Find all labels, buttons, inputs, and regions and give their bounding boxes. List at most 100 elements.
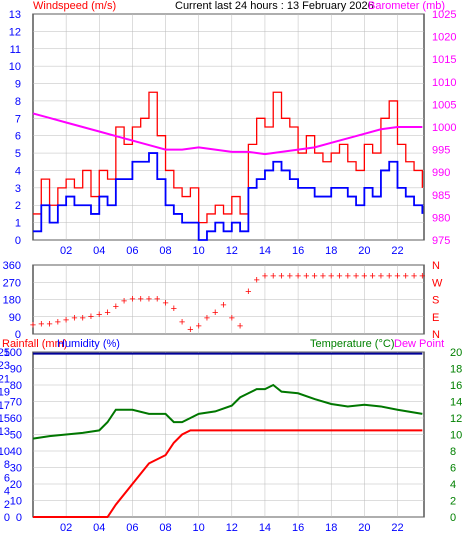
direction-point: +	[38, 318, 44, 330]
barometer-tick-label: 980	[432, 212, 450, 224]
wind-time-tick-label: 16	[292, 245, 304, 257]
rainfall-tick-label: 15	[0, 413, 10, 425]
humidity-tick-label: 30	[10, 463, 22, 475]
gust-series-line	[33, 91, 423, 224]
direction-point: +	[121, 295, 127, 307]
direction-point: +	[361, 271, 367, 283]
direction-point: +	[137, 294, 143, 306]
temperature-series-line	[32, 383, 423, 440]
temp-time-tick-label: 12	[226, 522, 238, 534]
wind-time-tick-label: 18	[325, 245, 337, 257]
direction-point: +	[187, 324, 193, 336]
barometer-tick-label: 1015	[432, 54, 456, 66]
barometer-tick-label: 1020	[432, 32, 456, 44]
direction-degree-label: 0	[15, 329, 21, 341]
rainfall-tick-label: 6	[4, 472, 10, 484]
temp-gridlines	[33, 351, 424, 518]
direction-gridlines	[33, 264, 424, 335]
direction-point: +	[229, 313, 235, 325]
temperature-tick-label: 8	[450, 446, 456, 458]
direction-compass-label: W	[432, 277, 443, 289]
temp-time-tick-label: 10	[193, 522, 205, 534]
windspeed-tick-label: 1	[15, 218, 21, 230]
direction-degree-labels: 0 90 180 270 360	[3, 260, 21, 341]
humidity-axis-title: Humidity (%)	[57, 338, 120, 350]
windspeed-tick-label: 4	[15, 165, 21, 177]
temp-series	[32, 352, 423, 518]
humidity-tick-label: 100	[4, 347, 22, 359]
rainfall-tick-label: 10	[0, 446, 10, 458]
temperature-tick-label: 4	[450, 479, 456, 491]
direction-compass-label: E	[432, 312, 439, 324]
direction-point: +	[63, 315, 69, 327]
barometer-axis-title: Barometer (mb)	[368, 0, 445, 12]
direction-point: +	[394, 271, 400, 283]
direction-point: +	[129, 294, 135, 306]
humidity-tick-label: 10	[10, 496, 22, 508]
direction-point: +	[179, 317, 185, 329]
temp-time-tick-label: 16	[292, 522, 304, 534]
windspeed-tick-label: 0	[15, 235, 21, 247]
temp-time-tick-label: 18	[325, 522, 337, 534]
direction-point: +	[253, 274, 259, 286]
direction-point: +	[46, 318, 52, 330]
direction-point: +	[411, 271, 417, 283]
direction-point: +	[30, 319, 36, 331]
direction-point: +	[345, 271, 351, 283]
temp-time-tick-label: 02	[60, 522, 72, 534]
direction-point: +	[162, 297, 168, 309]
direction-point: +	[369, 271, 375, 283]
temp-time-tick-label: 14	[259, 522, 271, 534]
direction-point: +	[378, 271, 384, 283]
humidity-tick-label: 20	[10, 479, 22, 491]
barometer-tick-label: 985	[432, 190, 450, 202]
temperature-axis-title: Temperature (°C)	[310, 338, 394, 350]
barometer-tick-label: 1000	[432, 122, 456, 134]
windspeed-tick-label: 8	[15, 96, 21, 108]
direction-point: +	[237, 320, 243, 332]
rainfall-series-line	[33, 429, 423, 518]
direction-point: +	[403, 271, 409, 283]
wind-time-tick-label: 22	[391, 245, 403, 257]
windspeed-tick-label: 10	[9, 61, 21, 73]
windspeed-tick-label: 2	[15, 200, 21, 212]
humidity-tick-label: 60	[10, 413, 22, 425]
direction-point: +	[336, 271, 342, 283]
temperature-tick-label: 10	[450, 430, 462, 442]
direction-degree-label: 90	[9, 312, 21, 324]
direction-point: +	[320, 271, 326, 283]
windspeed-tick-label: 12	[9, 26, 21, 38]
rainfall-tick-label: 25	[0, 347, 10, 359]
windspeed-tick-label: 11	[10, 44, 21, 56]
direction-point: +	[386, 271, 392, 283]
humidity-tick-label: 50	[10, 430, 22, 442]
direction-point: +	[245, 286, 251, 298]
temperature-tick-label: 2	[450, 496, 456, 508]
direction-point: +	[287, 271, 293, 283]
direction-compass-label: N	[432, 329, 440, 341]
rainfall-tick-label: 23	[0, 360, 10, 372]
wind-series	[32, 91, 424, 241]
wind-time-tick-label: 20	[358, 245, 370, 257]
temp-time-tick-label: 08	[159, 522, 171, 534]
direction-point: +	[104, 307, 110, 319]
direction-point: +	[55, 317, 61, 329]
direction-point: +	[171, 303, 177, 315]
direction-point: +	[270, 271, 276, 283]
windspeed-tick-label: 7	[15, 113, 21, 125]
barometer-tick-label: 1025	[432, 9, 456, 21]
rainfall-tick-label: 4	[4, 486, 10, 498]
direction-point: +	[353, 271, 359, 283]
wind-time-tick-label: 10	[193, 245, 205, 257]
rainfall-axis-title: Rainfall (mm)	[2, 338, 67, 350]
temp-time-tick-label: 04	[93, 522, 105, 534]
wind-time-tick-label: 14	[259, 245, 271, 257]
temperature-tick-label: 20	[450, 347, 462, 359]
direction-compass-label: S	[432, 295, 439, 307]
direction-point: +	[328, 271, 334, 283]
direction-point: +	[71, 313, 77, 325]
